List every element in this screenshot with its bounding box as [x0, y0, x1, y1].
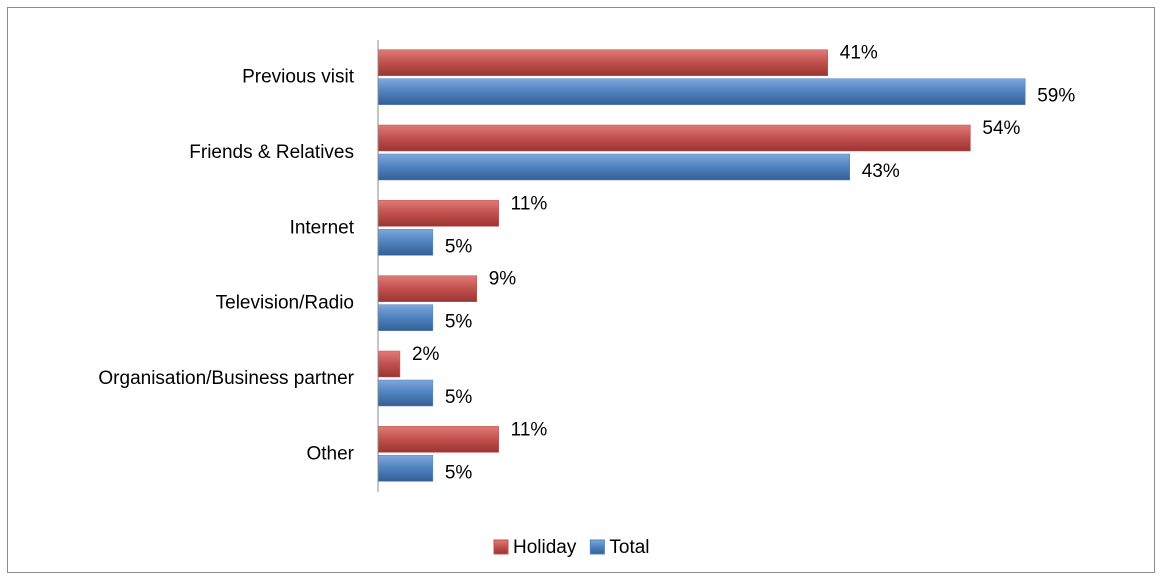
- category-label: Internet: [290, 217, 355, 238]
- bar: [377, 426, 499, 453]
- value-label: 5%: [445, 312, 473, 333]
- bar: [377, 379, 434, 407]
- bar: [377, 350, 401, 378]
- category-label: Friends & Relatives: [189, 142, 354, 163]
- value-label: 9%: [489, 269, 517, 290]
- value-label: 43%: [862, 161, 900, 182]
- value-label: 41%: [840, 43, 878, 64]
- category-label: Television/Radio: [216, 293, 354, 314]
- category-label: Other: [306, 443, 354, 464]
- bar: [377, 153, 850, 181]
- legend-label: Total: [609, 537, 649, 558]
- value-label: 2%: [412, 344, 440, 365]
- category-label: Organisation/Business partner: [98, 368, 354, 389]
- legend-swatch: [493, 539, 509, 555]
- bar: [377, 275, 477, 302]
- bar: [377, 304, 434, 331]
- bar: [377, 229, 434, 256]
- bar: [377, 78, 1026, 105]
- bar: [377, 200, 499, 227]
- value-label: 54%: [982, 118, 1020, 139]
- bar: [377, 455, 434, 482]
- value-label: 11%: [511, 193, 548, 214]
- legend-swatch: [589, 539, 605, 555]
- bar: [377, 124, 971, 152]
- value-label: 5%: [445, 462, 473, 483]
- category-label: Previous visit: [242, 67, 355, 88]
- value-label: 5%: [445, 387, 473, 408]
- value-label: 11%: [511, 419, 548, 440]
- bar: [377, 49, 829, 76]
- value-label: 59%: [1037, 86, 1075, 107]
- legend-label: Holiday: [513, 537, 577, 558]
- value-label: 5%: [445, 236, 473, 257]
